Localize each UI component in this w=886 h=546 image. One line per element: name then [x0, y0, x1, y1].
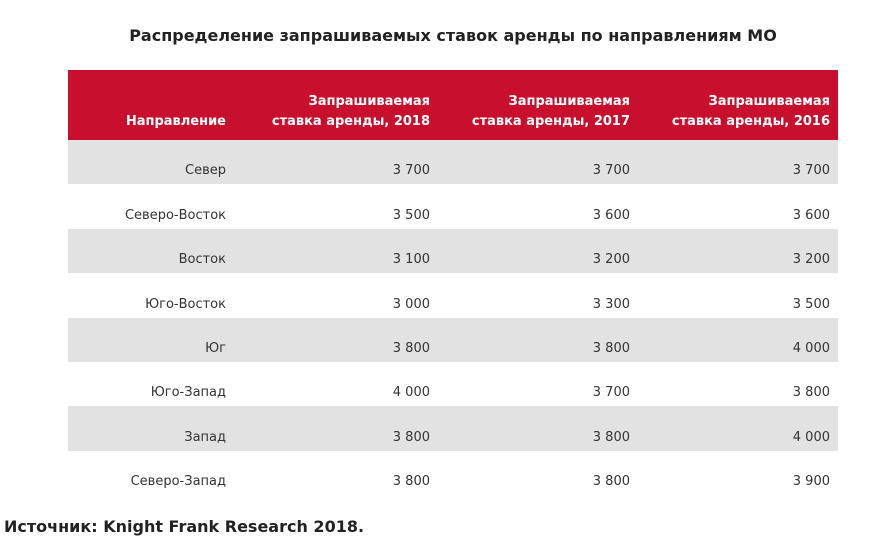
table-cell: 3 700 — [392, 163, 430, 179]
table-cell: 3 600 — [592, 207, 630, 223]
table-title: Распределение запрашиваемых ставок аренд… — [129, 26, 777, 45]
table-cell: 3 700 — [592, 385, 630, 401]
table-row: Запад 3 800 3 800 4 000 — [68, 406, 838, 451]
table-row: Северо-Запад 3 800 3 800 3 900 — [68, 451, 838, 495]
column-header: Запрашиваемая ставка аренды, 2017 — [471, 94, 630, 129]
table-cell: 3 500 — [792, 296, 830, 312]
table-row: Юг 3 800 3 800 4 000 — [68, 317, 838, 362]
table-cell: 4 000 — [392, 385, 430, 401]
row-label: Запад — [184, 429, 226, 445]
row-label: Юг — [205, 340, 226, 356]
table-cell: 3 300 — [592, 296, 630, 312]
table-cell: 4 000 — [792, 340, 830, 356]
table-cell: 3 700 — [592, 163, 630, 179]
table: Направление Запрашиваемая ставка аренды, … — [68, 70, 838, 495]
table-cell: 3 800 — [592, 429, 630, 445]
table-cell: 3 800 — [392, 474, 430, 490]
column-header: Направление — [125, 114, 226, 129]
column-header: Запрашиваемая ставка аренды, 2018 — [271, 94, 430, 129]
table-cell: 3 600 — [792, 207, 830, 223]
table-cell: 3 100 — [392, 252, 430, 268]
row-label: Север — [185, 163, 226, 179]
table-cell: 3 800 — [592, 474, 630, 490]
table-cell: 3 200 — [592, 252, 630, 268]
table-cell: 3 800 — [392, 340, 430, 356]
table-row: Юго-Запад 4 000 3 700 3 800 — [68, 362, 838, 406]
table-cell: 3 800 — [392, 429, 430, 445]
column-header: Запрашиваемая ставка аренды, 2016 — [671, 94, 830, 129]
table-cell: 3 900 — [792, 474, 830, 490]
table-cell: 3 800 — [592, 340, 630, 356]
table-cell: 4 000 — [792, 429, 830, 445]
table-row: Северо-Восток 3 500 3 600 3 600 — [68, 184, 838, 228]
source-note: Источник: Knight Frank Research 2018. — [4, 517, 365, 536]
row-label: Юго-Запад — [150, 385, 226, 401]
table-cell: 3 800 — [792, 385, 830, 401]
row-label: Северо-Восток — [124, 207, 226, 223]
table-header: Направление Запрашиваемая ставка аренды, … — [68, 70, 838, 140]
table-cell: 3 200 — [792, 252, 830, 268]
table-row: Юго-Восток 3 000 3 300 3 500 — [68, 273, 838, 317]
row-label: Восток — [178, 252, 226, 268]
table-cell: 3 500 — [392, 207, 430, 223]
table-cell: 3 000 — [392, 296, 430, 312]
table-row: Север 3 700 3 700 3 700 — [68, 140, 838, 185]
table-cell: 3 700 — [792, 163, 830, 179]
row-label: Северо-Запад — [130, 474, 226, 490]
row-label: Юго-Восток — [145, 296, 226, 312]
table-row: Восток 3 100 3 200 3 200 — [68, 228, 838, 274]
